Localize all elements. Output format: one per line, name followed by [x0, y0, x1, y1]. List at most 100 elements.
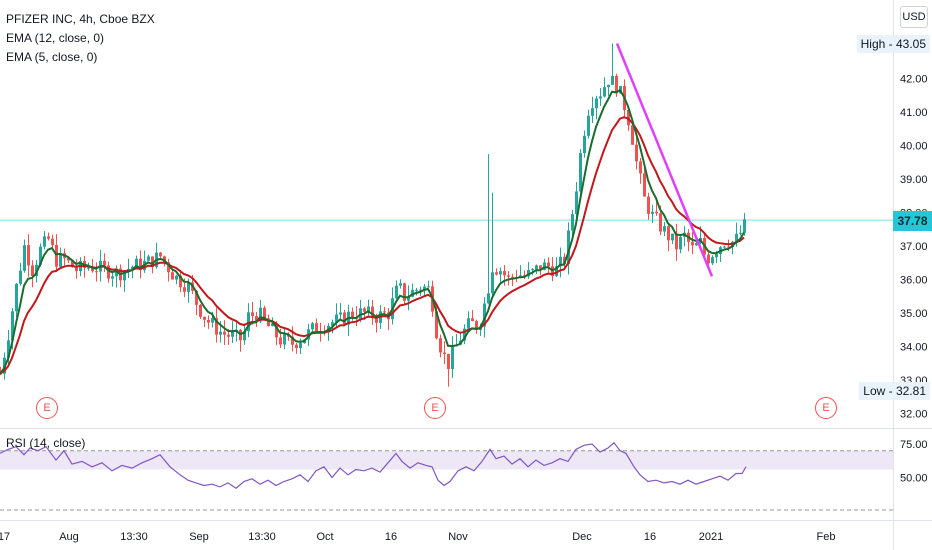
candle-body	[27, 245, 30, 266]
candle-body	[195, 290, 198, 305]
candle-body	[283, 334, 286, 345]
candle-body	[551, 266, 554, 277]
candle-body	[211, 318, 214, 323]
candle-body	[179, 275, 182, 288]
time-tick-label: 16	[385, 531, 397, 543]
candle-body	[275, 323, 278, 338]
candle-body	[7, 340, 10, 358]
candle-body	[631, 125, 634, 145]
candle-body	[727, 246, 730, 248]
candle-body	[419, 289, 422, 291]
ema12-line	[0, 116, 745, 375]
candle-body	[103, 260, 106, 266]
candle-body	[651, 211, 654, 214]
price-tick-label: 37.00	[900, 241, 928, 253]
candle-body	[363, 308, 366, 312]
candle-body	[203, 316, 206, 320]
candle-body	[499, 271, 502, 275]
candle-body	[259, 307, 262, 322]
candle-body	[447, 353, 450, 370]
candle-body	[111, 276, 114, 279]
time-tick-label: 17	[0, 531, 10, 543]
candle-body	[595, 98, 598, 109]
candle-body	[135, 258, 138, 267]
candle-body	[439, 338, 442, 353]
candle-body	[271, 323, 274, 327]
candle-body	[291, 336, 294, 345]
price-tick-label: 32.00	[900, 409, 928, 421]
candle-body	[587, 115, 590, 136]
candle-body	[91, 267, 94, 272]
rsi-tick-label: 75.00	[900, 439, 928, 451]
candle-body	[543, 262, 546, 270]
candle-body	[535, 265, 538, 270]
earnings-marker-icon[interactable]: E	[424, 397, 446, 419]
candle-body	[695, 243, 698, 246]
candle-body	[299, 343, 302, 349]
candle-body	[39, 246, 42, 265]
candle-body	[175, 275, 178, 280]
last-price-tag: 37.78	[893, 211, 932, 231]
candle-body	[635, 144, 638, 162]
candle-body	[647, 196, 650, 214]
candle-body	[263, 307, 266, 319]
symbol-title: PFIZER INC, 4h, Cboe BZX	[6, 12, 155, 26]
candle-body	[663, 226, 666, 232]
candle-body	[139, 258, 142, 271]
candle-body	[495, 272, 498, 275]
candle-body	[723, 246, 726, 248]
candle-body	[415, 289, 418, 291]
candle-body	[659, 213, 662, 232]
time-tick-label: Nov	[448, 531, 468, 543]
candle-body	[359, 308, 362, 319]
candle-body	[351, 311, 354, 317]
candle-body	[531, 269, 534, 271]
candle-body	[507, 275, 510, 277]
candle-body	[95, 271, 98, 273]
candle-body	[615, 75, 618, 94]
rsi-line	[0, 441, 747, 489]
price-tick-label: 34.00	[900, 342, 928, 354]
candle-body	[71, 260, 74, 268]
candle-body	[167, 262, 170, 273]
candle-body	[255, 316, 258, 322]
candle-body	[399, 283, 402, 286]
chart-legend: PFIZER INC, 4h, Cboe BZX EMA (12, close,…	[6, 10, 155, 67]
candle-body	[147, 256, 150, 261]
time-tick-label: 13:30	[120, 531, 148, 543]
rsi-legend: RSI (14, close)	[6, 436, 86, 450]
time-tick-label: Oct	[316, 531, 333, 543]
candle-body	[491, 272, 494, 294]
candle-body	[331, 322, 334, 326]
price-tick-label: 40.00	[900, 141, 928, 153]
candle-body	[527, 269, 530, 277]
ema5-line	[0, 88, 745, 375]
earnings-marker-icon[interactable]: E	[815, 397, 837, 419]
high-label: High - 43.05	[856, 35, 930, 53]
candle-body	[655, 211, 658, 214]
candle-body	[575, 191, 578, 215]
candle-body	[743, 219, 746, 233]
time-tick-label: 13:30	[248, 531, 276, 543]
candle-body	[707, 254, 710, 264]
rsi-pane	[0, 441, 893, 511]
candle-body	[559, 256, 562, 267]
candle-body	[11, 311, 14, 341]
candle-body	[23, 245, 26, 271]
currency-button[interactable]: USD	[900, 6, 928, 28]
candle-body	[711, 257, 714, 264]
candle-body	[603, 87, 606, 97]
candle-body	[583, 135, 586, 154]
candle-body	[475, 321, 478, 331]
candle-body	[427, 286, 430, 288]
candle-body	[55, 244, 58, 267]
earnings-marker-icon[interactable]: E	[36, 397, 58, 419]
time-tick-label: Sep	[189, 531, 209, 543]
candle-body	[227, 334, 230, 337]
candle-body	[671, 233, 674, 241]
candle-body	[463, 328, 466, 341]
time-tick-label: 16	[644, 531, 656, 543]
candle-body	[223, 331, 226, 335]
time-tick-label: Aug	[59, 531, 79, 543]
